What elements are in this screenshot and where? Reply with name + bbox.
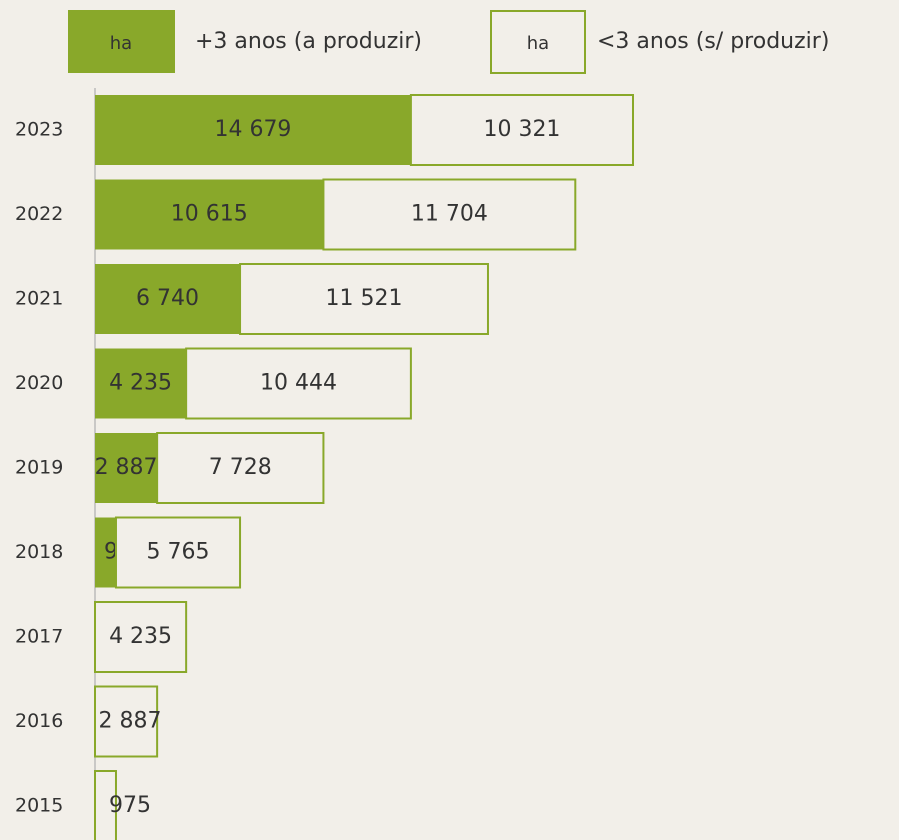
value-label: 10 615 [171,202,248,227]
legend-unit: ha [110,33,132,54]
bar-segment [95,433,158,503]
bar-segment [114,516,242,589]
bar-segment [95,179,324,250]
bar-segment [95,264,241,334]
value-label: 5 765 [147,540,210,565]
value-label: 14 679 [214,117,291,142]
value-label: 4 235 [109,371,172,396]
bar-segment [239,263,489,335]
value-label: 975 [109,793,151,818]
value-label: 2 887 [95,455,158,480]
y-tick-label: 2015 [15,795,63,817]
legend-label: +3 anos (a produzir) [195,29,422,54]
value-label: 2 887 [99,709,162,734]
value-label: 6 740 [136,286,199,311]
bar-segment [95,95,411,165]
value-label: 11 521 [326,286,403,311]
bar-segment [95,517,116,588]
bar-segment [156,432,325,504]
bar-segment [322,178,577,251]
value-label: 11 704 [411,202,488,227]
value-label: 4 235 [109,624,172,649]
legend-swatch [68,10,175,73]
y-tick-label: 2019 [15,457,63,479]
y-tick-label: 2021 [15,288,63,310]
legend-label: <3 anos (s/ produzir) [597,29,829,54]
bar-segment [94,601,188,673]
y-tick-label: 2022 [15,203,63,225]
y-tick-label: 2018 [15,541,63,563]
y-tick-label: 2017 [15,626,63,648]
bar-segment [409,94,635,166]
y-tick-label: 2020 [15,372,63,394]
y-tick-label: 2016 [15,710,63,732]
bar-segment [95,348,187,419]
bar-segment [94,770,117,840]
value-label: 7 728 [209,455,272,480]
bar-segment [94,685,159,758]
value-label: 10 321 [483,117,560,142]
y-tick-label: 2023 [15,119,63,141]
value-label: 10 444 [260,371,337,396]
legend-unit: ha [527,33,549,54]
legend-swatch [490,10,586,74]
bar-segment [185,347,412,420]
